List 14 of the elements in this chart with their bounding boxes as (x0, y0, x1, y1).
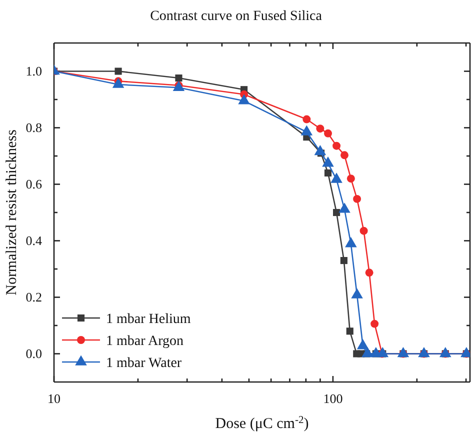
legend-label: 1 mbar Helium (106, 312, 191, 327)
legend-label: 1 mbar Water (106, 356, 182, 371)
legend-label: 1 mbar Argon (106, 334, 184, 349)
y-tick-label: 0.4 (26, 232, 42, 248)
y-tick-label: 0.0 (26, 346, 42, 361)
y-tick-label: 0.8 (26, 120, 42, 135)
y-axis-title: Normalized resist thickness (4, 129, 20, 296)
y-tick-label: 0.6 (26, 176, 42, 192)
x-axis-title: Dose (μC cm$^{-2}$) (215, 414, 309, 432)
y-tick-label: 1.0 (26, 63, 42, 78)
x-tick-label: 100 (323, 391, 343, 406)
x-tick-label: 10 (48, 391, 60, 406)
chart-title: Contrast curve on Fused Silica (150, 9, 323, 24)
y-tick-label: 0.2 (26, 289, 42, 304)
